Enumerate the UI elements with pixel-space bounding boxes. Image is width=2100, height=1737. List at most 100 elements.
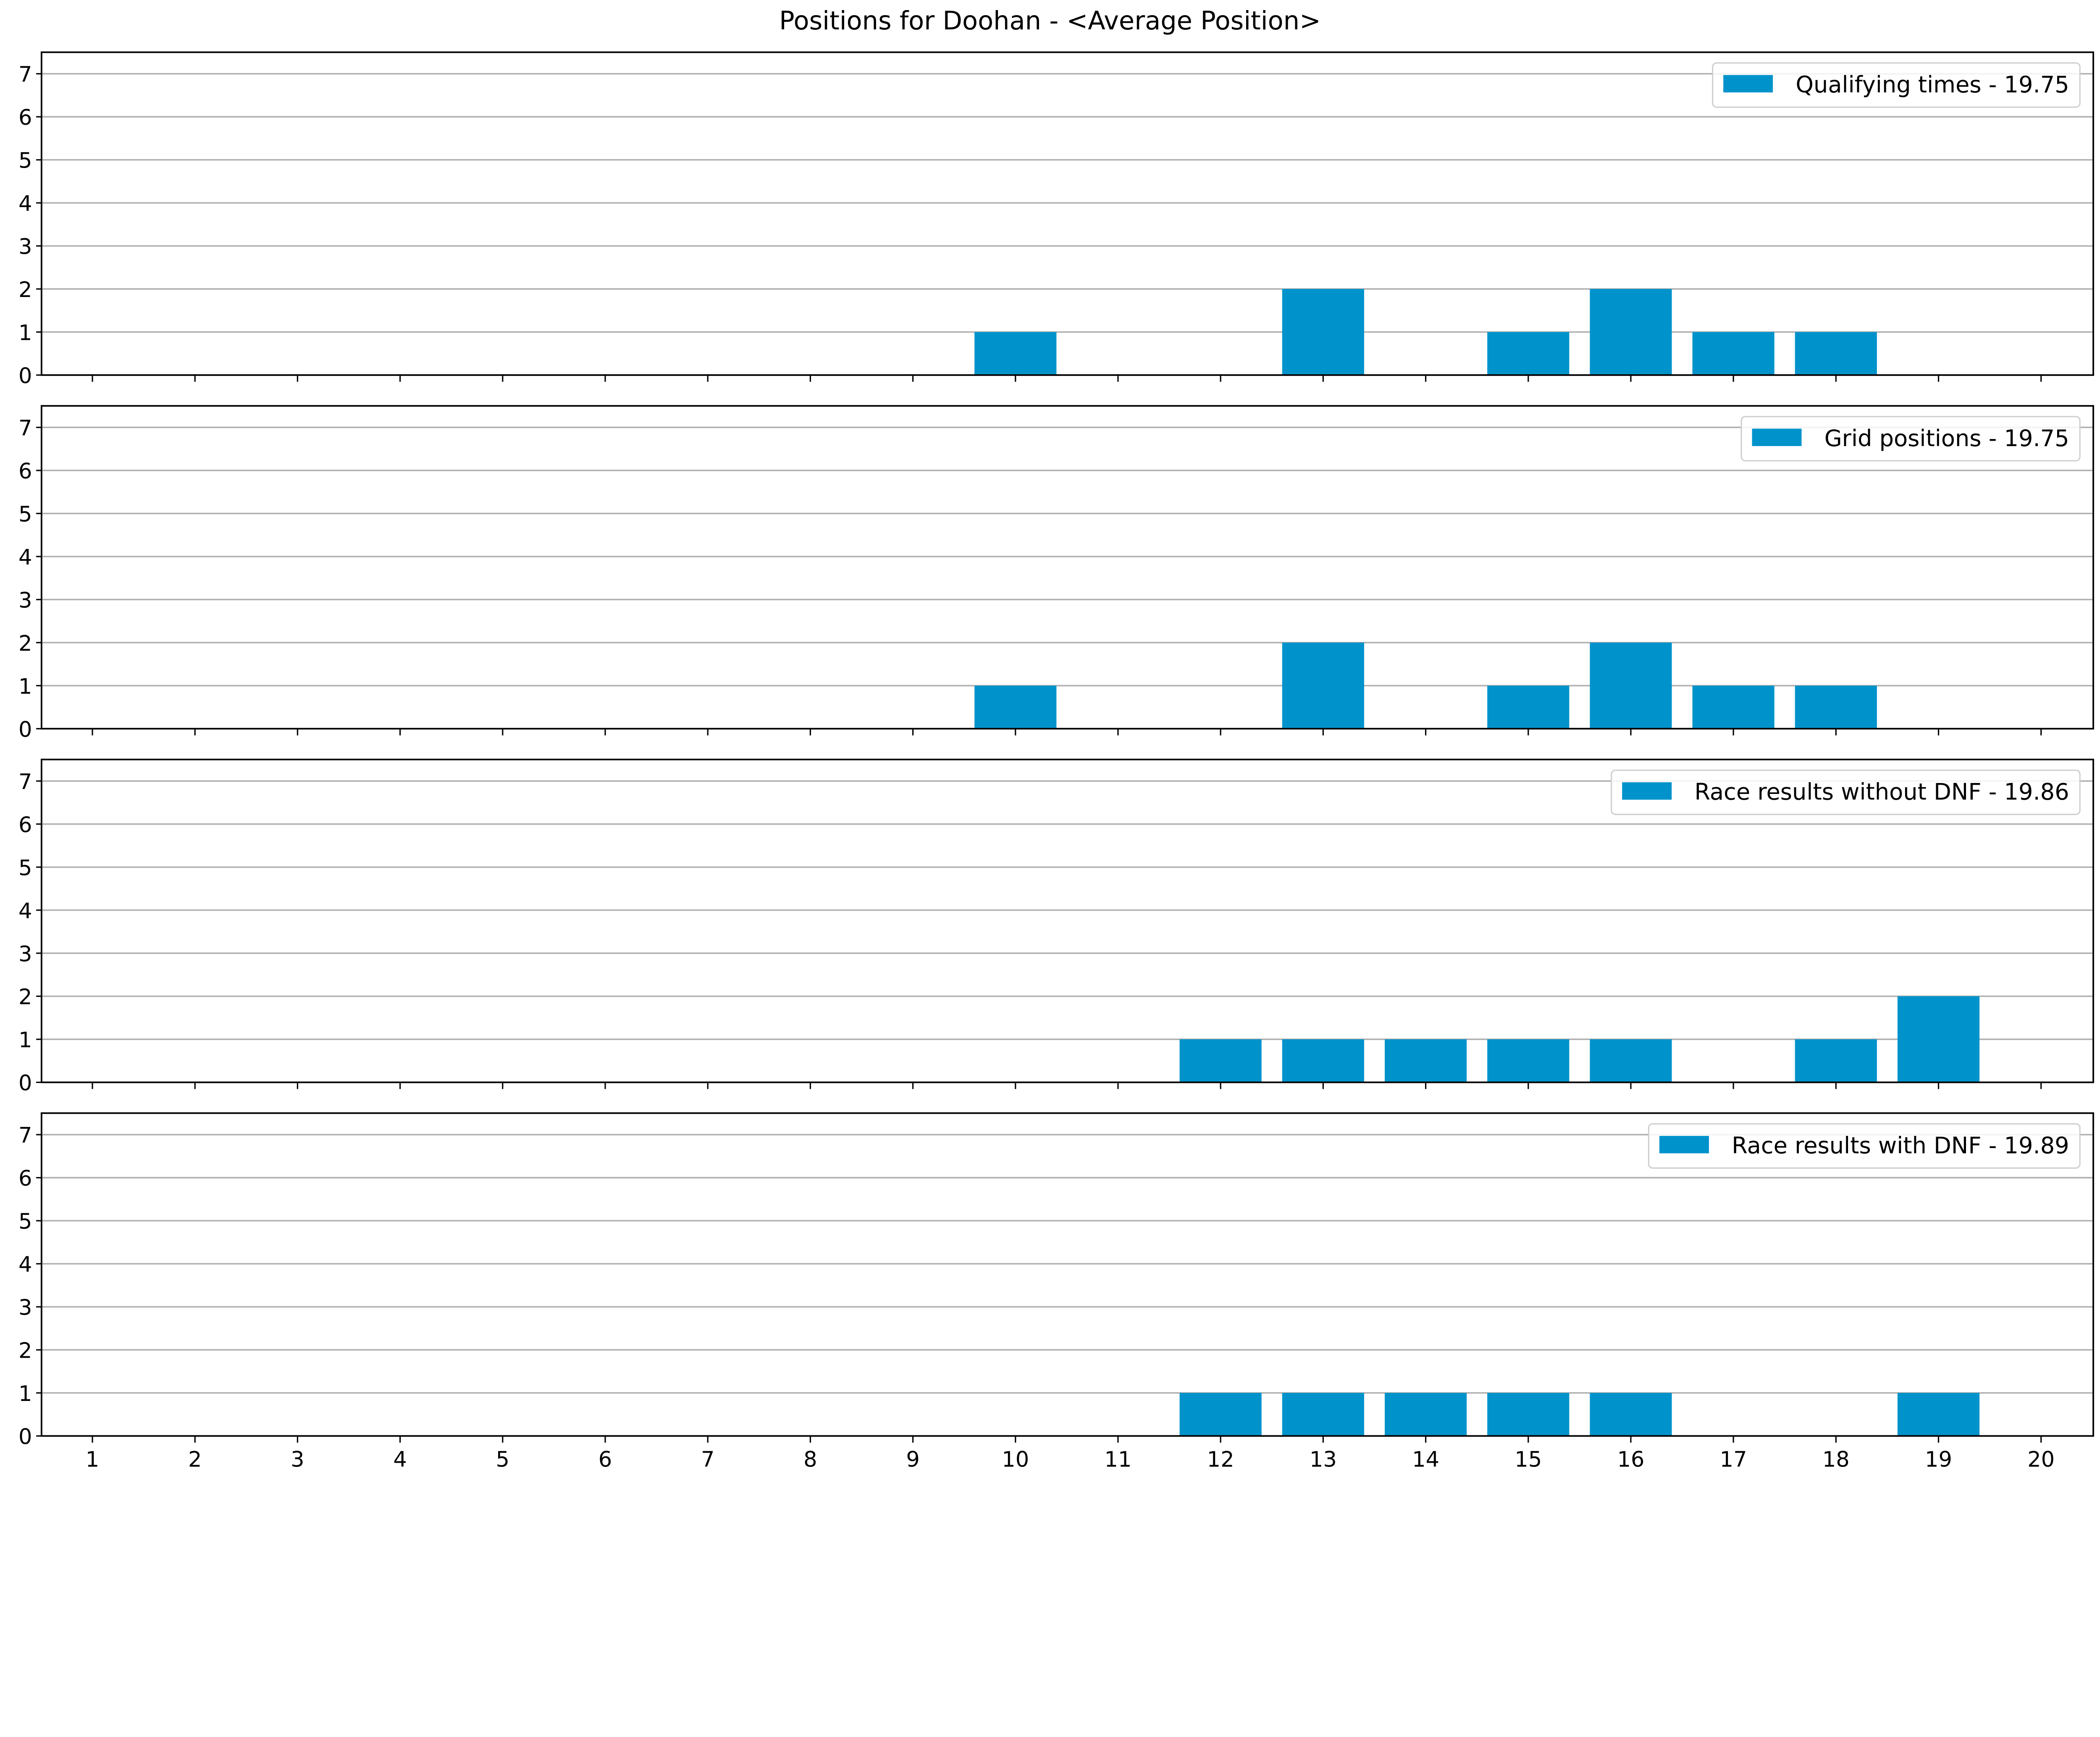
y-tick-label: 4 [18,545,32,570]
y-tick-label: 3 [18,588,32,613]
y-tick-label: 6 [18,1167,32,1191]
legend-label: Qualifying times - 19.75 [1796,71,2069,98]
y-tick-label: 7 [18,416,32,441]
y-tick-label: 7 [18,1123,32,1148]
x-tick-label: 1 [86,1448,99,1472]
legend-swatch [1752,428,1802,446]
y-tick-label: 2 [18,631,32,656]
bar-15 [1487,1039,1570,1083]
legend-box [1611,769,2081,815]
subplot-3: 0 1 2 3 4 5 6 7 Race results without DNF - 19.86 [18,759,2094,1096]
y-tick-label: 4 [18,1253,32,1277]
bar-14 [1384,1039,1467,1083]
y-tick-label: 5 [18,856,32,880]
legend: Grid positions - 19.75 [1740,416,2081,462]
y-tick-label: 0 [18,717,32,742]
y-tick-label: 2 [18,278,32,302]
legend-label: Race results with DNF - 19.89 [1732,1133,2069,1159]
x-tick-label: 6 [598,1448,612,1472]
bar-16 [1590,642,1672,729]
subplot-2: 0 1 2 3 4 5 6 7 Grid positions - 19.75 [18,405,2094,742]
x-tick-label: 20 [2027,1448,2055,1472]
bar-10 [974,332,1057,375]
bar-19 [1897,1393,1980,1436]
y-tick-label: 2 [18,1339,32,1364]
x-tick-label: 18 [1822,1448,1850,1472]
bar-15 [1487,332,1570,375]
y-tick-label: 4 [18,899,32,924]
bar-13 [1282,642,1364,729]
bar-19 [1897,996,1980,1083]
legend-label: Race results without DNF - 19.86 [1694,779,2069,805]
y-tick-label: 5 [18,1209,32,1234]
bar-18 [1795,1039,1877,1083]
y-tick-label: 4 [18,192,32,216]
bar-12 [1179,1039,1262,1083]
y-tick-label: 6 [18,813,32,838]
bar-12 [1179,1393,1262,1436]
y-tick-label: 3 [18,1296,32,1320]
x-tick-label: 3 [291,1448,304,1472]
bar-16 [1590,289,1672,375]
x-tick-label: 2 [188,1448,202,1472]
legend-swatch [1723,75,1773,93]
subplot-1: 0 1 2 3 4 5 6 7 Qualifying times - 19.75 [18,51,2094,389]
y-tick-label: 6 [18,459,32,484]
bar-13 [1282,1039,1364,1083]
x-tick-label: 7 [701,1448,714,1472]
y-tick-label: 1 [18,321,32,346]
x-tick-label: 13 [1310,1448,1337,1472]
x-tick-label: 16 [1617,1448,1644,1472]
y-tick-label: 7 [18,63,32,87]
axes-frame [40,51,2094,376]
legend: Race results without DNF - 19.86 [1611,769,2081,815]
chart-title: Positions for Doohan - <Average Position… [779,6,1321,36]
x-tick-label: 15 [1515,1448,1542,1472]
y-tick-label: 5 [18,502,32,527]
y-tick-label: 3 [18,235,32,260]
x-tick-label: 14 [1412,1448,1439,1472]
legend-swatch [1659,1136,1709,1154]
y-tick-label: 1 [18,1028,32,1053]
positions-chart: Positions for Doohan - <Average Position… [18,6,2094,1472]
bar-13 [1282,1393,1364,1436]
y-tick-label: 5 [18,149,32,173]
y-tick-label: 1 [18,674,32,699]
x-tick-label: 10 [1002,1448,1029,1472]
axes-frame [40,1112,2094,1437]
legend: Qualifying times - 19.75 [1712,62,2081,108]
y-tick-label: 0 [18,1071,32,1096]
bar-18 [1795,332,1877,375]
bar-17 [1692,686,1774,729]
x-tick-label: 11 [1104,1448,1131,1472]
y-tick-label: 7 [18,770,32,794]
x-tick-label: 17 [1720,1448,1747,1472]
axes-frame [40,759,2094,1083]
legend: Race results with DNF - 19.89 [1648,1123,2081,1169]
legend-box [1712,62,2081,108]
legend-box [1648,1123,2081,1169]
x-tick-label: 5 [496,1448,509,1472]
bar-13 [1282,289,1364,375]
y-tick-label: 3 [18,942,32,967]
legend-label: Grid positions - 19.75 [1824,425,2069,452]
y-tick-label: 0 [18,364,32,389]
bar-15 [1487,686,1570,729]
x-tick-label: 4 [393,1448,407,1472]
y-tick-label: 2 [18,985,32,1010]
y-tick-label: 1 [18,1382,32,1406]
bar-14 [1384,1393,1467,1436]
legend-swatch [1622,782,1672,800]
bar-16 [1590,1393,1672,1436]
bar-15 [1487,1393,1570,1436]
x-tick-label: 12 [1207,1448,1234,1472]
axes-frame [40,405,2094,730]
bar-17 [1692,332,1774,375]
x-tick-label: 9 [906,1448,919,1472]
bar-10 [974,686,1057,729]
y-tick-label: 0 [18,1424,32,1449]
y-tick-label: 6 [18,105,32,130]
bar-16 [1590,1039,1672,1083]
